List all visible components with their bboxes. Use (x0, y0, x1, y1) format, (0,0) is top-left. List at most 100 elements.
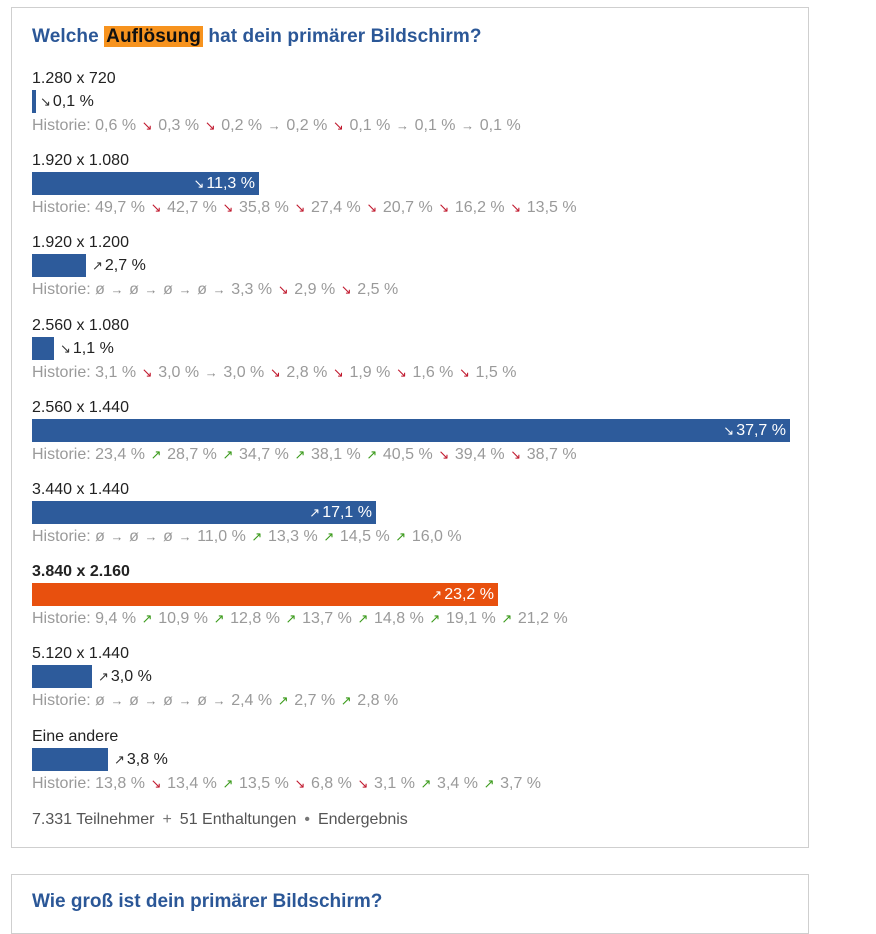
option-bar-row: ↘ 11,3 % (32, 172, 792, 196)
history-label: Historie: (32, 281, 91, 299)
option-label: 2.560 x 1.080 (32, 316, 129, 334)
trend-flat-icon: → (264, 118, 285, 133)
trend-up-icon: ↗ (281, 611, 301, 627)
trend-down-icon: ↘ (329, 364, 348, 380)
trend-down-icon: ↘ (455, 364, 474, 380)
trend-down-icon: ↘ (60, 340, 71, 356)
trend-up-icon: ↗ (210, 611, 229, 627)
history-value: 2,9 % (294, 281, 336, 299)
poll-option: 1.920 x 1.080 ↘ 11,3 % Historie: 49,7 % ↘ 4… (32, 150, 792, 220)
trend-up-icon: ↗ (146, 446, 166, 462)
option-percent: 3,0 % (110, 668, 152, 686)
next-poll-title: Wie groß ist dein primärer Bildschirm? (32, 891, 383, 912)
plus-separator: + (162, 811, 172, 828)
option-label: Eine andere (32, 727, 119, 745)
option-percent: 17,1 % (322, 504, 372, 521)
trend-flat-icon: → (392, 118, 413, 133)
trend-down-icon: ↘ (193, 176, 205, 192)
poll-option: 1.920 x 1.200 ↗ 2,7 % Historie: ø → ø → ø →… (32, 232, 792, 302)
history-value: 14,8 % (374, 610, 424, 628)
history-value: 11,0 % (197, 528, 246, 545)
history-value: 3,0 % (158, 363, 200, 381)
history-value: ø (197, 281, 207, 299)
history-label: Historie: (32, 528, 91, 545)
option-bar-row: ↘ 37,7 % (32, 418, 792, 443)
option-label: 2.560 x 1.440 (32, 398, 129, 416)
option-label: 5.120 x 1.440 (32, 645, 129, 663)
history-value: 3,3 % (231, 281, 273, 299)
trend-flat-icon: → (208, 693, 230, 709)
trend-up-icon: ↗ (319, 529, 338, 544)
history-value: 13,5 % (239, 774, 289, 792)
abstentions-count: 51 Enthaltungen (179, 811, 297, 828)
history-value: 3,4 % (437, 774, 478, 792)
trend-down-icon: ↘ (723, 422, 735, 438)
trend-down-icon: ↘ (266, 364, 285, 380)
trend-down-icon: ↘ (201, 118, 220, 133)
history-label: Historie: (32, 774, 91, 792)
history-value: 20,7 % (382, 199, 433, 217)
trend-up-icon: ↗ (92, 258, 103, 274)
history-value: 34,7 % (239, 445, 289, 463)
option-percent: 3,8 % (126, 750, 168, 768)
history-value: 2,5 % (357, 281, 399, 299)
option-bar-row: ↗ 3,8 % (32, 747, 792, 772)
option-history: Historie: 13,8 % ↘ 13,4 % ↗ 13,5 % ↘ 6,8… (32, 772, 792, 796)
history-value: 13,8 % (95, 774, 145, 792)
poll-footer: 7.331 Teilnehmer +51 Enthaltungen • Enderge… (32, 811, 408, 829)
history-value: ø (95, 692, 105, 710)
trend-down-icon: ↘ (506, 200, 525, 216)
history-value: 38,7 % (526, 445, 577, 463)
option-history: Historie: 49,7 % ↘ 42,7 % ↘ 35,8 % ↘ 27,… (32, 196, 792, 220)
option-bar: ↗ 17,1 % (32, 501, 376, 524)
option-percent: 1,1 % (72, 339, 114, 357)
trend-up-icon: ↗ (138, 611, 157, 627)
trend-down-icon: ↘ (40, 94, 51, 109)
trend-flat-icon: → (457, 118, 478, 133)
history-label: Historie: (32, 199, 91, 217)
dot-separator: • (304, 811, 310, 828)
trend-up-icon: ↗ (416, 775, 436, 791)
history-value: 9,4 % (95, 610, 137, 628)
trend-down-icon: ↘ (146, 775, 166, 791)
trend-down-icon: ↘ (337, 282, 356, 298)
poll-option: 2.560 x 1.080 ↘ 1,1 % Historie: 3,1 % ↘ 3,0… (32, 315, 792, 385)
trend-down-icon: ↘ (392, 364, 411, 380)
option-history: Historie: 0,6 % ↘ 0,3 % ↘ 0,2 % → 0,2 % … (32, 114, 792, 138)
trend-flat-icon: → (140, 529, 162, 544)
history-value: 3,1 % (95, 363, 137, 381)
trend-down-icon: ↘ (138, 118, 157, 133)
trend-flat-icon: → (106, 282, 128, 298)
poll-option: 2.560 x 1.440 ↘ 37,7 % Historie: 23,4 % ↗ 2… (32, 397, 792, 467)
history-value: ø (163, 281, 173, 299)
option-bar-row: ↗ 17,1 % (32, 501, 792, 525)
option-bar (32, 747, 108, 771)
history-label: Historie: (32, 363, 91, 381)
option-percent: 2,7 % (104, 257, 146, 275)
trend-flat-icon: → (201, 364, 222, 380)
trend-down-icon: ↘ (290, 200, 309, 216)
trend-flat-icon: → (208, 282, 230, 298)
trend-flat-icon: → (106, 529, 128, 544)
option-history: Historie: 9,4 % ↗ 10,9 % ↗ 12,8 % ↗ 13,7… (32, 607, 792, 631)
option-label: 3.840 x 2.160 (32, 563, 130, 581)
history-value: 10,9 % (158, 610, 208, 628)
option-history: Historie: ø → ø → ø → ø → 2,4 % ↗ 2,7 % … (32, 689, 792, 713)
history-value: 0,3 % (158, 117, 200, 134)
history-label: Historie: (32, 445, 91, 463)
option-bar-row: ↘ 1,1 % (32, 336, 792, 361)
history-value: 1,5 % (475, 363, 517, 381)
trend-down-icon: ↘ (353, 775, 372, 791)
history-value: 27,4 % (310, 199, 361, 217)
trend-up-icon: ↗ (218, 446, 238, 462)
trend-flat-icon: → (140, 693, 162, 709)
option-history: Historie: ø → ø → ø → ø → 3,3 % ↘ 2,9 % … (32, 278, 792, 302)
trend-up-icon: ↗ (290, 446, 309, 462)
history-value: 1,6 % (412, 363, 454, 381)
history-value: 3,7 % (500, 774, 542, 792)
option-bar-row: ↗ 3,0 % (32, 665, 792, 689)
trend-down-icon: ↘ (506, 446, 525, 462)
trend-up-icon: ↗ (309, 505, 321, 520)
trend-up-icon: ↗ (247, 529, 266, 544)
poll-title-post: hat dein primärer Bildschirm? (202, 26, 482, 47)
